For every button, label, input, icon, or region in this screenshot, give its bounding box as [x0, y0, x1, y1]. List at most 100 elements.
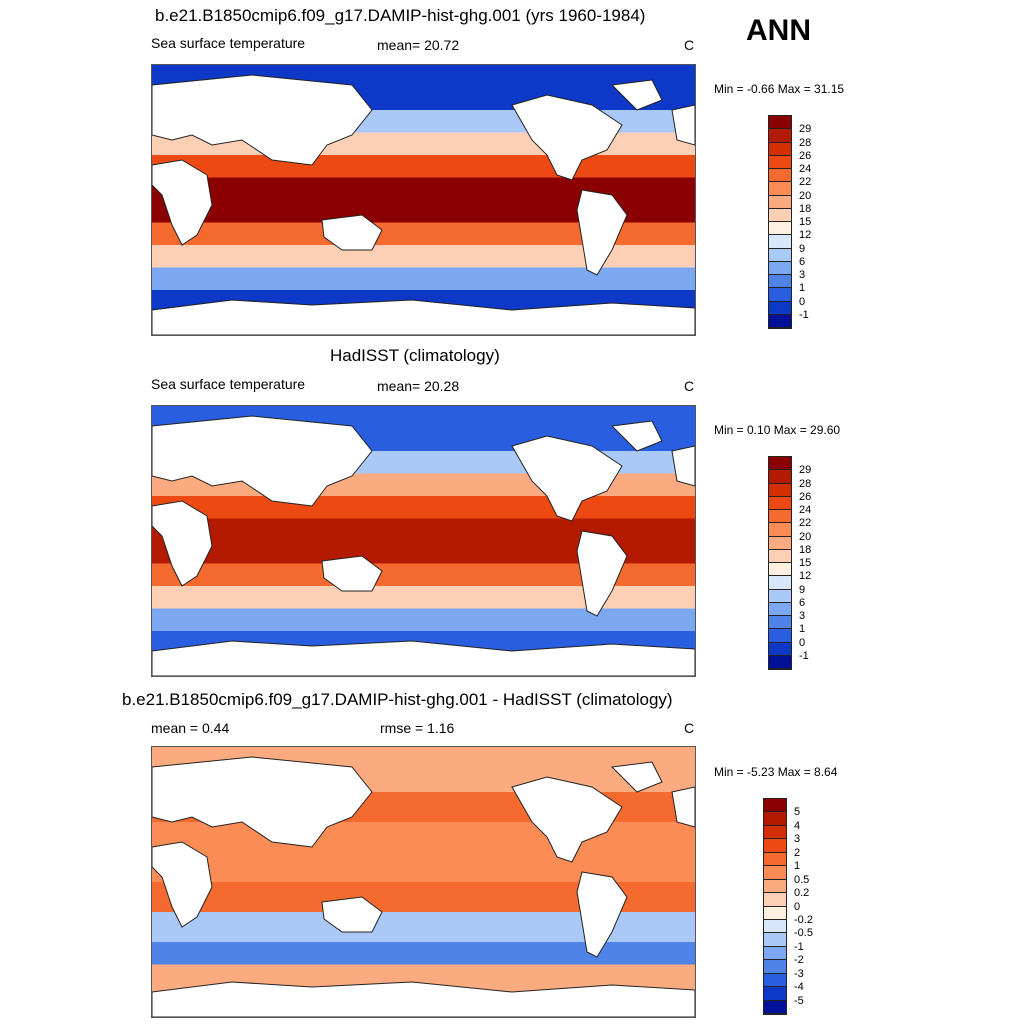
field-band — [152, 496, 695, 519]
continent-outline — [152, 159, 213, 246]
colorbar-tick-label: 9 — [799, 583, 806, 596]
colorbar-segment — [769, 314, 791, 328]
field-band — [152, 245, 695, 268]
continent-outline — [321, 896, 383, 933]
colorbar-segment — [764, 1000, 786, 1014]
colorbar-segment — [769, 510, 791, 524]
colorbar-segment — [769, 536, 791, 550]
colorbar-tick-label: -5 — [794, 994, 804, 1007]
colorbar-tick-label: 29 — [799, 464, 812, 477]
panel-3-units: C — [684, 720, 695, 736]
continent-outline — [576, 530, 628, 617]
colorbar-tick-label: -2 — [794, 954, 804, 967]
panel-2-colorbar: 29 28 26 24 22 20 18 15 12 9 6 3 1 0 -1 — [768, 456, 811, 670]
colorbar-tick-label: 2 — [794, 846, 801, 859]
continent-outline — [671, 445, 695, 487]
field-band — [152, 563, 695, 586]
colorbar-segment — [764, 919, 786, 934]
continent-outline — [321, 555, 383, 592]
continent-outline — [576, 871, 628, 958]
continent-outline — [152, 299, 695, 335]
colorbar-segment — [769, 155, 791, 169]
colorbar-segment — [769, 116, 791, 130]
colorbar-segment — [769, 483, 791, 497]
colorbar-tick-label: 12 — [799, 570, 812, 583]
colorbar-tick-label: 20 — [799, 189, 812, 202]
colorbar-tick-label: 22 — [799, 176, 812, 189]
continent-outline — [671, 786, 695, 828]
colorbar-tick-label: 4 — [794, 819, 801, 832]
season-label: ANN — [746, 14, 811, 47]
colorbar-tick-label: 9 — [799, 242, 806, 255]
panel-2-map — [151, 405, 696, 677]
colorbar-tick-label: 6 — [799, 596, 806, 609]
continent-outline — [576, 189, 628, 276]
colorbar-tick-label: 0 — [794, 900, 801, 913]
panel-1-map — [151, 64, 696, 336]
colorbar-segment — [764, 866, 786, 880]
colorbar-segment — [764, 879, 786, 894]
panel-3-rmse-label: rmse = 1.16 — [380, 720, 455, 736]
colorbar-segment — [769, 549, 791, 563]
continent-outline — [610, 761, 663, 793]
continent-outline — [152, 841, 213, 928]
colorbar-segment — [764, 987, 786, 1001]
colorbar-tick-label: 22 — [799, 517, 812, 530]
colorbar-tick-label: 5 — [794, 806, 801, 819]
colorbar-segment — [769, 589, 791, 603]
colorbar-segment — [769, 248, 791, 262]
colorbar-tick-label: 24 — [799, 504, 812, 516]
colorbar-segment — [764, 906, 786, 920]
colorbar-segment — [764, 960, 786, 974]
continent-outline — [511, 776, 623, 863]
colorbar-tick-label: 18 — [799, 543, 812, 556]
colorbar-tick-label: 20 — [799, 530, 812, 543]
colorbar-segment — [769, 642, 791, 656]
colorbar-tick-label: 26 — [799, 490, 812, 503]
colorbar-segment — [769, 629, 791, 643]
colorbar-tick-label: 1 — [799, 282, 806, 295]
colorbar-segment — [764, 839, 786, 853]
continent-outline — [152, 415, 373, 507]
colorbar-segment — [764, 852, 786, 867]
colorbar-segment — [769, 563, 791, 577]
panel-3-minmax: Min = -5.23 Max = 8.64 — [714, 765, 838, 779]
continent-outline — [152, 74, 373, 166]
colorbar-tick-label: 0 — [799, 636, 806, 649]
panel-3-title: b.e21.B1850cmip6.f09_g17.DAMIP-hist-ghg.… — [122, 690, 673, 709]
colorbar-segment — [769, 275, 791, 289]
colorbar-tick-label: -1 — [794, 940, 804, 953]
colorbar-segment — [769, 182, 791, 196]
colorbar-segment — [769, 523, 791, 537]
colorbar-tick-label: -1 — [799, 649, 809, 662]
field-band — [152, 852, 695, 882]
colorbar-segment — [769, 602, 791, 616]
colorbar-tick-label: -1 — [799, 308, 809, 321]
panel-2-units: C — [684, 378, 695, 394]
continent-outline — [152, 640, 695, 676]
colorbar-tick-label: -4 — [794, 981, 804, 994]
colorbar-tick-label: -0.2 — [794, 913, 813, 926]
colorbar-tick-label: 26 — [799, 149, 812, 162]
continent-outline — [511, 94, 623, 181]
colorbar-segment — [764, 973, 786, 988]
colorbar-tick-label: 29 — [799, 123, 812, 136]
colorbar-segment — [764, 933, 786, 947]
colorbar-segment — [769, 261, 791, 275]
panel-1-minmax: Min = -0.66 Max = 31.15 — [714, 82, 845, 96]
colorbar-tick-label: 15 — [799, 216, 812, 228]
colorbar-segment — [769, 496, 791, 510]
panel-2-variable-label: Sea surface temperature — [151, 376, 306, 392]
colorbar-segment — [769, 169, 791, 183]
panel-2-title: HadISST (climatology) — [330, 346, 500, 365]
colorbar-segment — [769, 142, 791, 156]
colorbar-segment — [769, 288, 791, 302]
continent-outline — [321, 214, 383, 251]
colorbar-tick-label: 0 — [799, 295, 806, 308]
colorbar-tick-label: 28 — [799, 477, 812, 490]
panel-2-minmax: Min = 0.10 Max = 29.60 — [714, 423, 841, 437]
continent-outline — [152, 500, 213, 587]
colorbar-segment — [764, 825, 786, 840]
colorbar-segment — [769, 655, 791, 669]
panel-2-mean-label: mean= 20.28 — [377, 378, 460, 394]
